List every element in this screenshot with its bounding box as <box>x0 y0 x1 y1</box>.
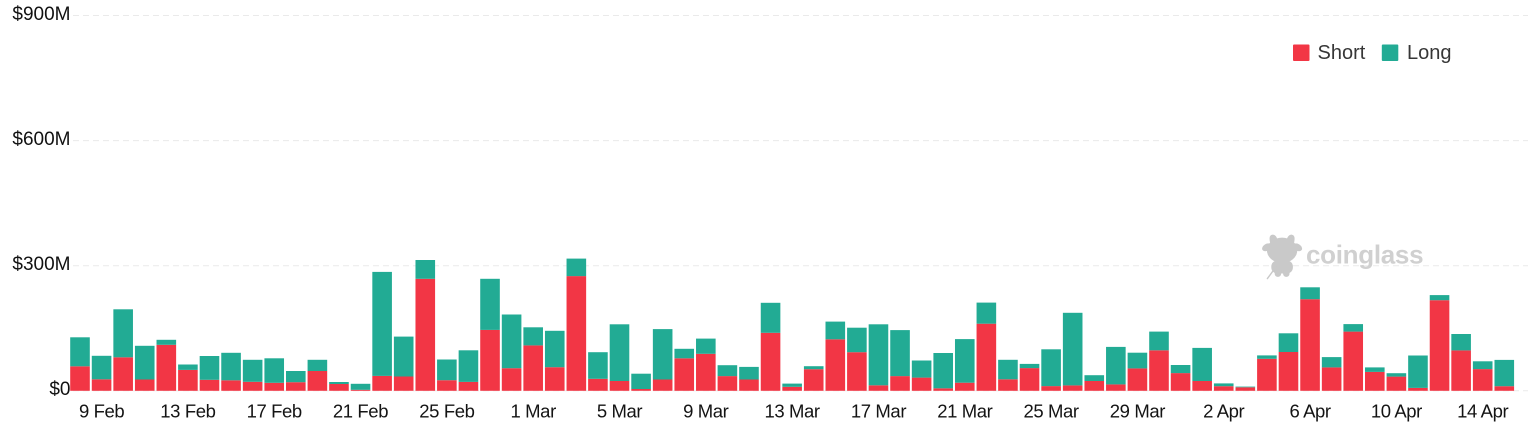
svg-text:13 Mar: 13 Mar <box>765 401 820 422</box>
svg-text:25 Mar: 25 Mar <box>1024 401 1079 422</box>
svg-text:17 Mar: 17 Mar <box>851 401 906 422</box>
svg-text:1 Mar: 1 Mar <box>511 401 557 422</box>
svg-text:Short: Short <box>1318 42 1366 64</box>
svg-text:14 Apr: 14 Apr <box>1457 401 1508 422</box>
svg-text:$900M: $900M <box>12 4 70 25</box>
svg-text:$300M: $300M <box>12 254 70 275</box>
svg-text:5 Mar: 5 Mar <box>597 401 643 422</box>
svg-text:21 Feb: 21 Feb <box>333 401 388 422</box>
svg-text:17 Feb: 17 Feb <box>247 401 302 422</box>
svg-text:coinglass: coinglass <box>1306 240 1423 270</box>
svg-text:6 Apr: 6 Apr <box>1289 401 1330 422</box>
svg-text:Long: Long <box>1407 42 1452 64</box>
svg-text:$600M: $600M <box>12 129 70 150</box>
svg-text:2 Apr: 2 Apr <box>1203 401 1244 422</box>
svg-text:10 Apr: 10 Apr <box>1371 401 1422 422</box>
svg-text:21 Mar: 21 Mar <box>937 401 992 422</box>
svg-text:$0: $0 <box>49 379 70 400</box>
svg-text:9 Mar: 9 Mar <box>683 401 729 422</box>
svg-text:29 Mar: 29 Mar <box>1110 401 1165 422</box>
svg-text:9 Feb: 9 Feb <box>79 401 124 422</box>
svg-text:13 Feb: 13 Feb <box>160 401 215 422</box>
svg-text:25 Feb: 25 Feb <box>419 401 474 422</box>
